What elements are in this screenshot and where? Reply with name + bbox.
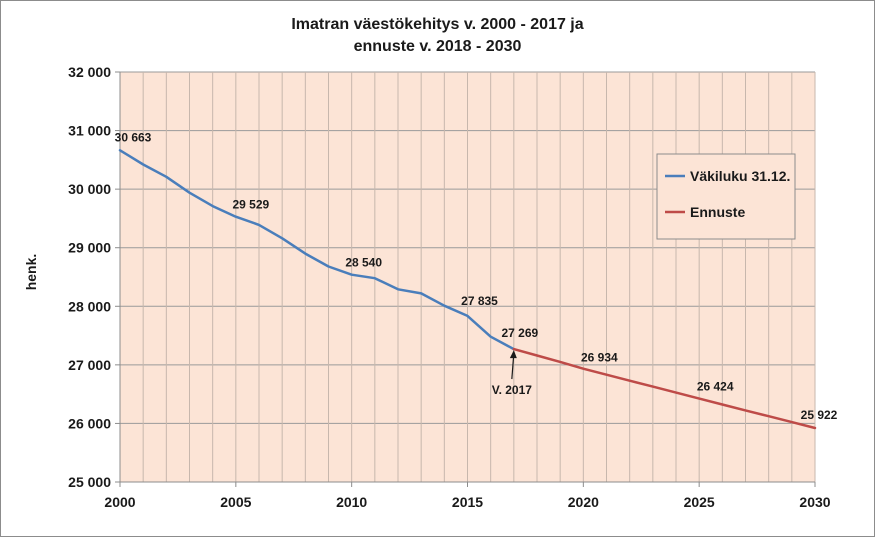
data-label: 27 835 bbox=[461, 294, 498, 308]
x-tick-label: 2010 bbox=[336, 494, 367, 510]
annotation-label: V. 2017 bbox=[492, 383, 533, 397]
y-tick-label: 31 000 bbox=[68, 123, 111, 139]
data-label: 25 922 bbox=[801, 408, 838, 422]
x-tick-label: 2005 bbox=[220, 494, 251, 510]
y-tick-label: 32 000 bbox=[68, 64, 111, 80]
data-label: 29 529 bbox=[232, 198, 269, 212]
y-tick-label: 30 000 bbox=[68, 181, 111, 197]
x-tick-label: 2020 bbox=[568, 494, 599, 510]
y-axis-label: henk. bbox=[23, 254, 39, 291]
data-label: 28 540 bbox=[345, 256, 382, 270]
data-label: 26 934 bbox=[581, 351, 618, 365]
x-tick-label: 2025 bbox=[684, 494, 715, 510]
legend-box bbox=[656, 153, 796, 240]
series-line-vakiluku bbox=[118, 149, 516, 351]
y-tick-label: 25 000 bbox=[68, 474, 111, 490]
y-tick-label: 28 000 bbox=[68, 298, 111, 314]
chart-title-line-1: Imatran väestökehitys v. 2000 - 2017 ja bbox=[291, 16, 584, 33]
legend-label: Väkiluku 31.12. bbox=[690, 168, 790, 184]
annotation-arrowhead bbox=[509, 350, 517, 359]
y-tick-label: 29 000 bbox=[68, 240, 111, 256]
x-tick-label: 2030 bbox=[799, 494, 830, 510]
data-label: 30 663 bbox=[115, 130, 152, 144]
chart-title: Imatran väestökehitys v. 2000 - 2017 ja … bbox=[0, 14, 875, 58]
legend-label: Ennuste bbox=[690, 204, 745, 220]
chart-title-line-2: ennuste v. 2018 - 2030 bbox=[353, 38, 522, 55]
data-label: 26 424 bbox=[697, 380, 734, 394]
y-tick-label: 26 000 bbox=[68, 415, 111, 431]
data-label: 27 269 bbox=[501, 326, 538, 340]
series-line-ennuste bbox=[512, 347, 817, 430]
x-tick-label: 2015 bbox=[452, 494, 483, 510]
x-tick-label: 2000 bbox=[104, 494, 135, 510]
y-tick-label: 27 000 bbox=[68, 357, 111, 373]
